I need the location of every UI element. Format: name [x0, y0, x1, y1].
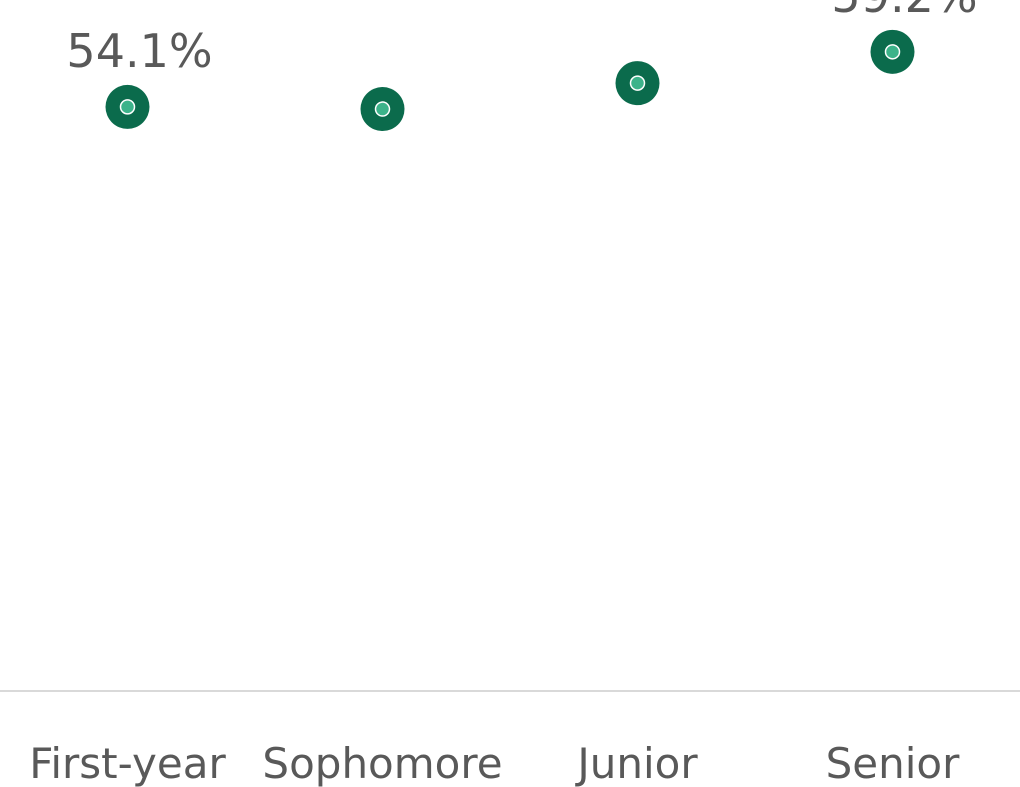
x-tick-label: Sophomore	[262, 739, 502, 787]
data-label: 54.1%	[66, 24, 212, 78]
data-point	[360, 87, 405, 132]
data-labels: 54.1% 59.2%	[66, 0, 977, 78]
x-axis-tick-labels: First-year Sophomore Junior Senior	[29, 739, 960, 787]
x-tick-label: Junior	[574, 739, 698, 787]
x-tick-label: First-year	[29, 739, 226, 787]
data-markers	[105, 29, 915, 132]
data-point-center	[119, 99, 136, 115]
data-point-center	[629, 75, 646, 91]
data-point-center	[884, 44, 901, 60]
data-point	[615, 61, 660, 106]
data-point	[105, 84, 150, 129]
data-point	[870, 29, 915, 74]
data-label: 59.2%	[831, 0, 977, 23]
data-point-center	[374, 101, 391, 117]
x-tick-label: Senior	[826, 739, 960, 787]
